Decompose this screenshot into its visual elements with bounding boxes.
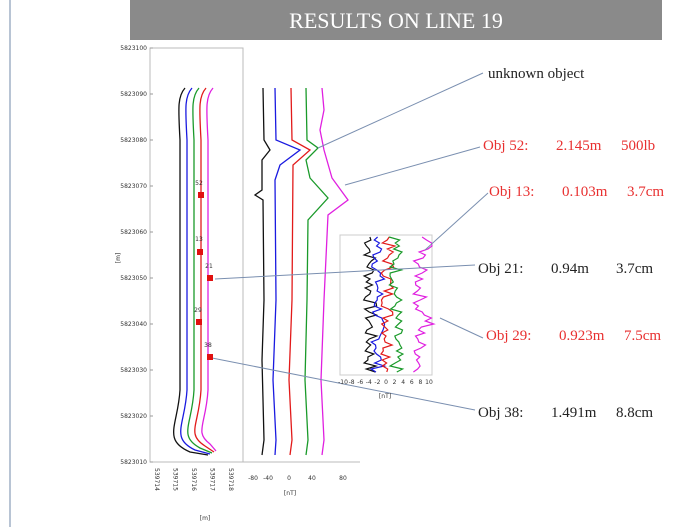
object-marker xyxy=(197,249,203,255)
annotation-unknown: unknown object xyxy=(488,66,585,82)
object-size: 7.5cm xyxy=(624,328,661,344)
inset-x-tick-label: 8 xyxy=(418,379,422,386)
mid-x-tick-label: 40 xyxy=(308,475,316,482)
inset-x-tick-label: 6 xyxy=(410,379,414,386)
magnetic-curves xyxy=(253,87,349,456)
object-name: Obj 21: xyxy=(478,261,523,277)
inset-curve xyxy=(362,236,379,373)
y-tick-label: 5823070 xyxy=(120,183,147,190)
y-tick-label: 5823040 xyxy=(120,321,147,328)
marker-label: 29 xyxy=(194,307,202,314)
y-tick-label: 5823060 xyxy=(120,229,147,236)
object-name: Obj 13: xyxy=(489,184,534,200)
mid-x-label: [nT] xyxy=(284,490,296,497)
object-marker xyxy=(196,319,202,325)
arrows xyxy=(211,72,489,411)
object-size: 500lb xyxy=(621,138,655,154)
y-tick-label: 5823020 xyxy=(120,413,147,420)
inset-curve xyxy=(388,236,405,373)
inset-x-tick-label: -10 xyxy=(338,379,348,386)
left-x-tick-label: 539718 xyxy=(227,468,234,491)
object-name: Obj 29: xyxy=(486,328,531,344)
object-size: 3.7cm xyxy=(627,184,664,200)
inset-x-tick-label: 2 xyxy=(393,379,397,386)
inset-x-tick-label: -4 xyxy=(366,379,372,386)
object-marker xyxy=(207,275,213,281)
mid-x-tick-label: 80 xyxy=(339,475,347,482)
inset-x-tick-label: 10 xyxy=(425,379,433,386)
track-curves xyxy=(173,87,217,456)
object-depth: 2.145m xyxy=(556,138,602,154)
left-x-label: [m] xyxy=(200,515,211,522)
inset-curve xyxy=(380,236,397,373)
object-name: Obj 52: xyxy=(483,138,528,154)
left-x-tick-label: 539715 xyxy=(172,468,179,491)
y-tick-label: 5823080 xyxy=(120,137,147,144)
mid-x-tick-label: -80 xyxy=(248,475,258,482)
y-axis-label: [m] xyxy=(115,253,122,264)
title-bar xyxy=(130,0,662,40)
object-name: Obj 38: xyxy=(478,405,523,421)
object-size: 3.7cm xyxy=(616,261,653,277)
object-size: 8.8cm xyxy=(616,405,653,421)
y-tick-label: 5823050 xyxy=(120,275,147,282)
inset-panel xyxy=(339,234,433,376)
object-depth: 0.923m xyxy=(559,328,605,344)
marker-label: 21 xyxy=(205,263,213,270)
mid-x-tick-label: 0 xyxy=(287,475,291,482)
left-x-tick-label: 539714 xyxy=(153,468,160,491)
y-tick-label: 5823090 xyxy=(120,91,147,98)
object-depth: 1.491m xyxy=(551,405,597,421)
inset-x-tick-label: 0 xyxy=(384,379,388,386)
object-marker xyxy=(207,354,213,360)
title: RESULTS ON LINE 19 xyxy=(289,8,503,33)
object-marker xyxy=(198,192,204,198)
inset-x-tick-label: -6 xyxy=(357,379,363,386)
object-depth: 0.103m xyxy=(562,184,608,200)
object-depth: 0.94m xyxy=(551,261,589,277)
left-x-tick-label: 539717 xyxy=(209,468,216,491)
marker-label: 13 xyxy=(195,236,203,243)
marker-label: 38 xyxy=(204,342,212,349)
left-x-tick-label: 539716 xyxy=(190,468,197,491)
y-tick-label: 5823030 xyxy=(120,367,147,374)
y-tick-label: 5823100 xyxy=(120,45,147,52)
inset-curve xyxy=(369,236,387,373)
inset-x-tick-label: 4 xyxy=(401,379,405,386)
inset-curve xyxy=(411,236,436,373)
inset-x-tick-label: -2 xyxy=(374,379,380,386)
inset-x-label: [nT] xyxy=(379,393,391,400)
inset-curves xyxy=(362,236,436,373)
inset-x-tick-label: -8 xyxy=(349,379,355,386)
y-tick-label: 5823010 xyxy=(120,459,147,466)
mid-x-tick-label: -40 xyxy=(263,475,273,482)
marker-label: 52 xyxy=(195,180,203,187)
